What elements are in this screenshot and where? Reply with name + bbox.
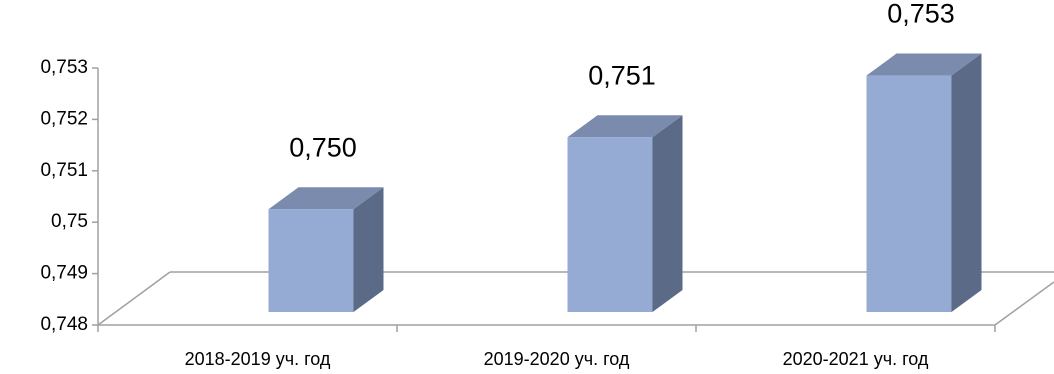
y-tick-label: 0,748 [40, 314, 88, 335]
y-tick-label: 0,75 [51, 211, 88, 232]
x-tick-label: 2018-2019 уч. год [185, 349, 331, 369]
y-tick-label: 0,751 [40, 160, 88, 181]
bar-side [951, 53, 982, 313]
bar-side [353, 187, 384, 312]
data-label: 0,753 [887, 0, 955, 29]
data-label: 0,750 [289, 132, 357, 162]
x-tick-label: 2019-2020 уч. год [484, 349, 630, 369]
bar [268, 187, 384, 312]
bar-side [652, 115, 683, 313]
y-tick-label: 0,752 [40, 108, 88, 129]
bar-front [567, 137, 653, 312]
bar-top [866, 53, 982, 76]
bar-front [866, 75, 952, 312]
bar-top [567, 115, 683, 138]
bar-front [268, 209, 354, 312]
y-tick-label: 0,753 [40, 57, 88, 78]
data-label: 0,751 [588, 60, 656, 90]
bar-top [268, 187, 384, 210]
bar [567, 115, 683, 313]
bar [866, 53, 982, 313]
x-tick-label: 2020-2021 уч. год [783, 349, 929, 369]
y-tick-label: 0,749 [40, 263, 88, 284]
